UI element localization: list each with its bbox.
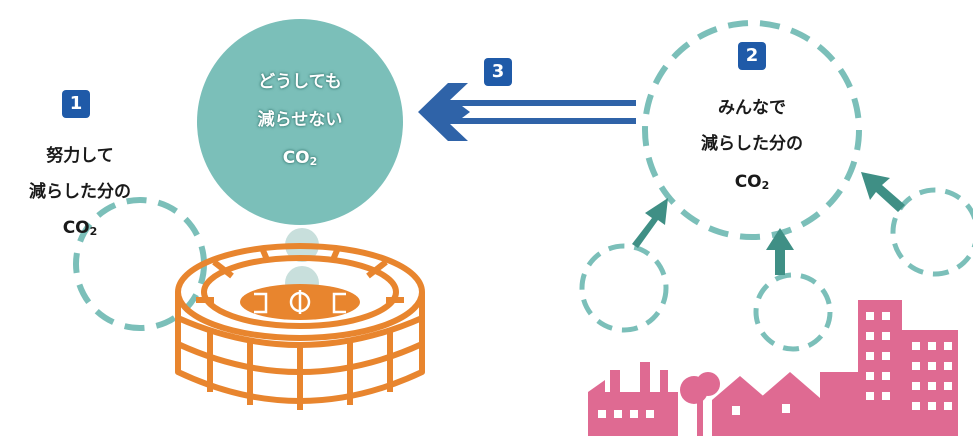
small-dashed-circle-3 [890, 187, 973, 277]
badge-3: 3 [484, 58, 512, 86]
center-filled-circle [197, 19, 403, 225]
badge-2: 2 [738, 42, 766, 70]
badge-1: 1 [62, 90, 90, 118]
small-arrow-3 [861, 172, 905, 212]
building-windows [598, 312, 952, 418]
city-silhouette [588, 300, 958, 436]
center-line-1: どうしても [258, 72, 342, 92]
big-blue-arrow [418, 83, 636, 141]
left-line-1: 努力して [46, 146, 114, 166]
right-dashed-circle [642, 20, 862, 240]
right-line-1: みんなで [718, 98, 786, 118]
stadium-field-lines [254, 290, 346, 314]
right-line-2: 減らした分の [701, 134, 803, 154]
small-arrow-2 [766, 228, 794, 275]
center-line-2: 減らせない [257, 110, 343, 130]
stadium-icon [175, 243, 425, 410]
building-icon [820, 300, 958, 436]
small-dashed-circle-2 [753, 272, 833, 352]
left-line-2: 減らした分の [29, 182, 131, 202]
left-co2: CO2 [62, 218, 98, 238]
houses-icon [712, 372, 820, 436]
small-arrow-1 [632, 198, 668, 248]
center-co2: CO2 [282, 148, 318, 168]
factory-icon [588, 362, 678, 436]
small-dashed-circle-1 [579, 243, 669, 333]
right-co2: CO2 [734, 172, 770, 192]
tree-icon [680, 372, 720, 436]
